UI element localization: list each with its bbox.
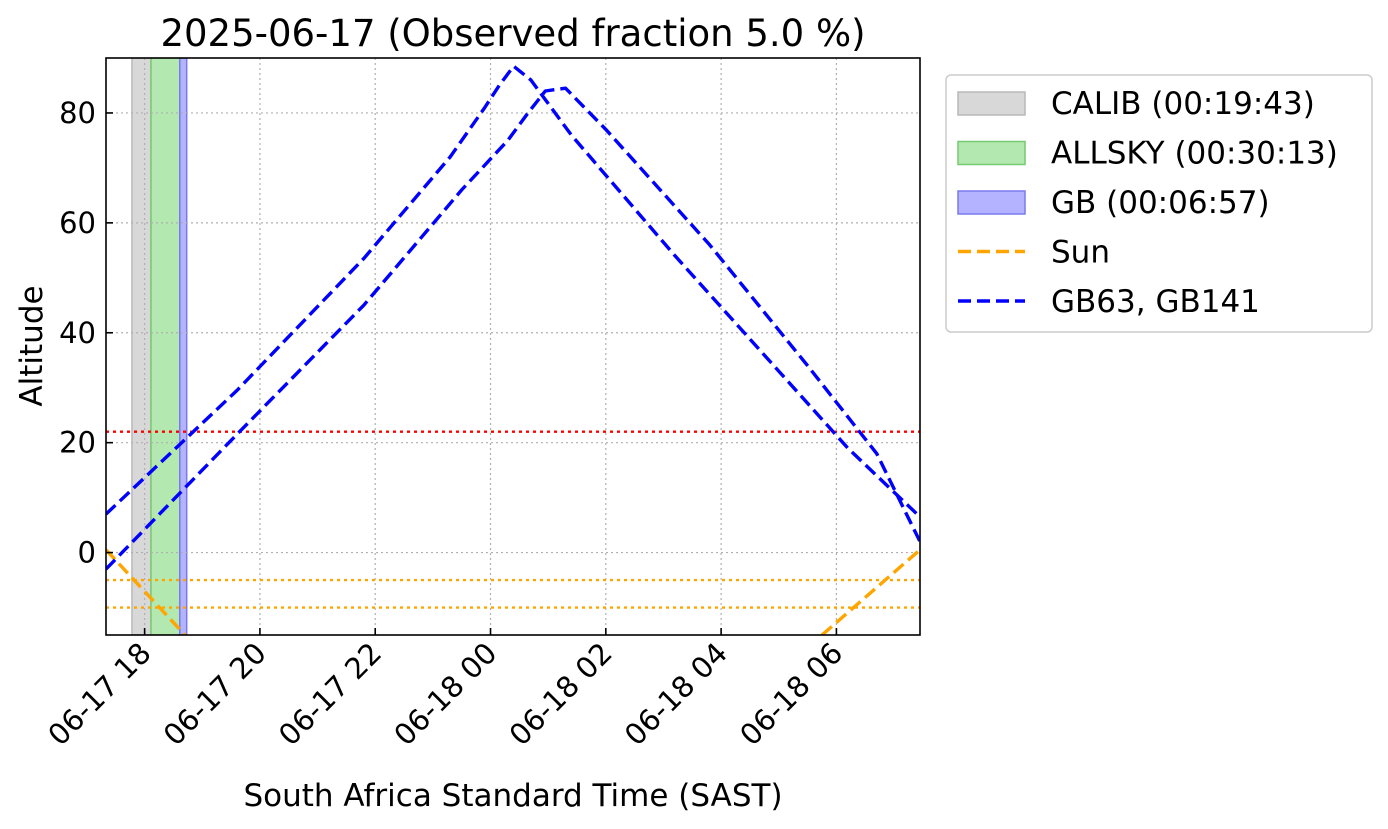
y-tick-label: 20 [59, 426, 96, 460]
x-tick-label: 06-17 18 [41, 636, 157, 752]
y-tick-label: 60 [59, 206, 96, 240]
x-tick-label: 06-18 02 [503, 636, 619, 752]
legend-swatch [958, 191, 1025, 214]
chart-title: 2025-06-17 (Observed fraction 5.0 %) [160, 12, 865, 55]
x-axis-ticks: 06-17 1806-17 2006-17 2206-18 0006-18 02… [41, 628, 849, 752]
x-tick-label: 06-18 00 [387, 636, 503, 752]
reference-lines [106, 432, 920, 608]
legend-label: CALIB (00:19:43) [1051, 86, 1315, 122]
span-allsky [151, 58, 180, 635]
series-line-gb63 [106, 88, 920, 569]
x-tick-label: 06-17 22 [272, 636, 388, 752]
legend-label: ALLSKY (00:30:13) [1051, 136, 1338, 172]
span-calib [132, 58, 151, 635]
span-gb [180, 58, 187, 635]
x-tick-label: 06-18 04 [618, 636, 734, 752]
y-axis-ticks: 0 20 40 60 80 [59, 96, 113, 570]
plot-frame [106, 58, 920, 635]
legend-label: GB (00:06:57) [1051, 185, 1270, 221]
legend-label: Sun [1051, 235, 1110, 271]
x-tick-label: 06-18 06 [733, 636, 849, 752]
grid-lines [106, 58, 920, 635]
y-tick-label: 80 [59, 96, 96, 130]
time-spans [132, 58, 187, 635]
x-tick-label: 06-17 20 [157, 636, 273, 752]
x-axis-label: South Africa Standard Time (SAST) [243, 778, 782, 814]
y-tick-label: 0 [78, 536, 96, 570]
series-lines [106, 66, 920, 635]
legend-label: GB63, GB141 [1051, 284, 1260, 320]
legend-swatch [958, 92, 1025, 115]
y-axis-label: Altitude [14, 285, 50, 406]
series-line-sun [822, 550, 920, 635]
y-tick-label: 40 [59, 316, 96, 350]
legend-swatch [958, 142, 1025, 165]
legend: CALIB (00:19:43) ALLSKY (00:30:13) GB (00:… [946, 75, 1372, 332]
